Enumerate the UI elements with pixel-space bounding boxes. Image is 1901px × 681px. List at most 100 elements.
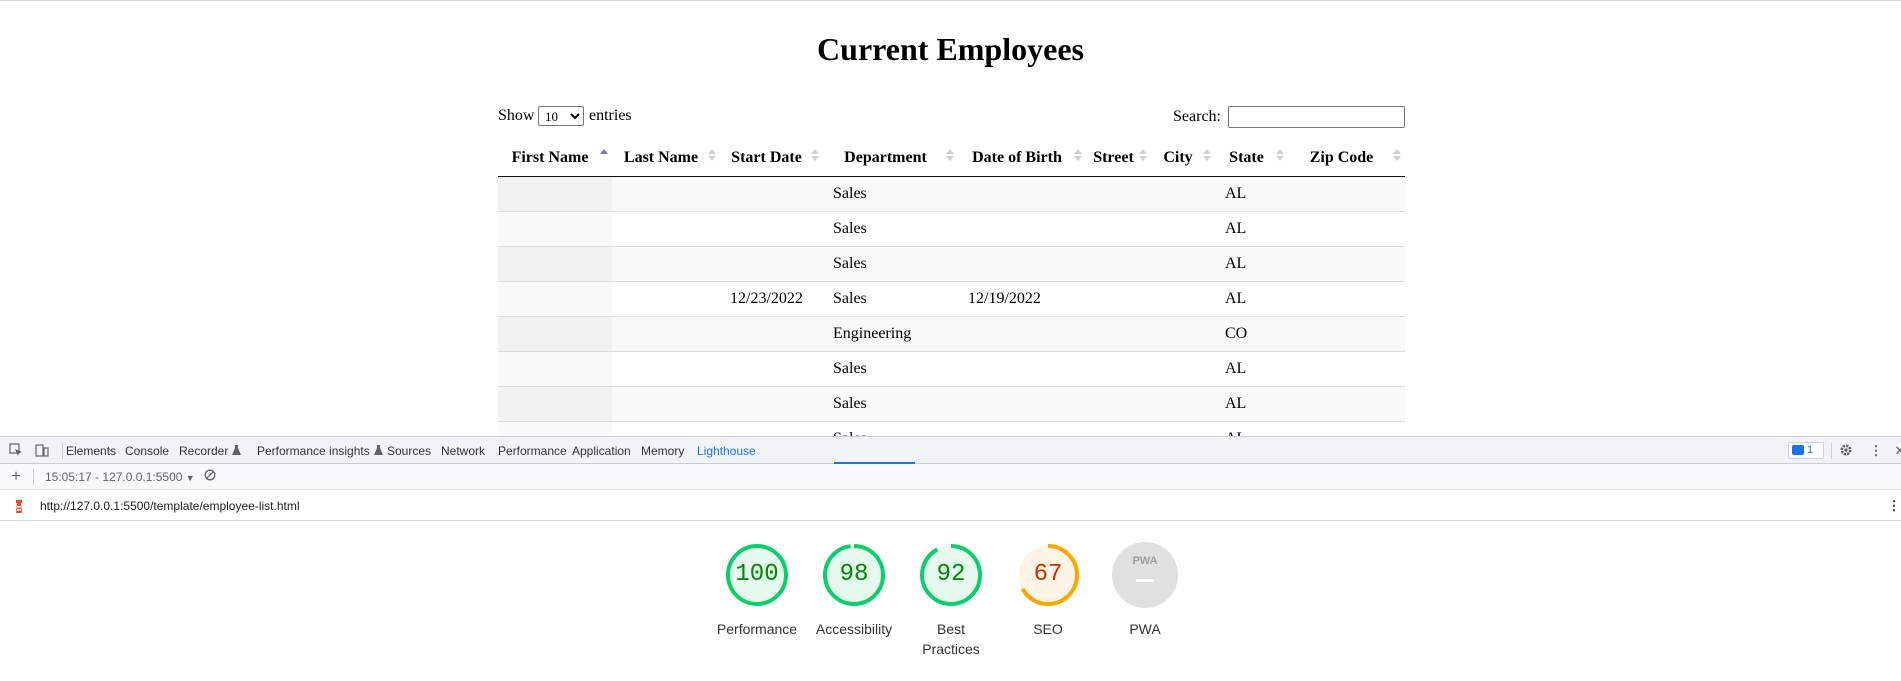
table-cell [1288, 420, 1405, 436]
table-row: Sales AL [498, 245, 1405, 281]
score-gauge-pwa[interactable]: PWA [1112, 542, 1178, 608]
experiment-flask-icon [232, 444, 242, 458]
toolbar-divider [1831, 443, 1832, 459]
table-cell: Sales [823, 210, 958, 246]
table-cell: Sales [823, 175, 958, 211]
search-input[interactable] [1228, 106, 1405, 128]
clear-icon[interactable] [202, 469, 218, 485]
score-gauge-seo[interactable]: 67 [1015, 542, 1081, 608]
column-header-start-date[interactable]: Start Date [720, 140, 823, 177]
tab-label: Recorder [179, 444, 229, 458]
column-header-last-name[interactable]: Last Name [612, 140, 720, 177]
tab-performance-insights[interactable]: Performance insights [257, 444, 383, 458]
lighthouse-icon [12, 498, 26, 514]
gauge-background [1112, 542, 1178, 608]
close-icon[interactable]: ✕ [1894, 443, 1901, 458]
entries-label: entries [589, 107, 632, 124]
table-cell [720, 315, 823, 351]
gauge-score: PWA [1132, 555, 1158, 567]
table-cell [1288, 175, 1405, 211]
new-report-icon[interactable]: + [11, 468, 21, 485]
entries-per-page-select[interactable]: 10 [538, 106, 584, 126]
search-label: Search: [1173, 108, 1221, 125]
tab-label: Application [572, 444, 631, 458]
gauge-ring [1112, 542, 1178, 608]
tab-performance[interactable]: Performance [498, 444, 567, 458]
column-header-city[interactable]: City [1151, 140, 1215, 177]
table-cell [498, 245, 612, 281]
table-cell [498, 280, 612, 316]
more-options-icon[interactable]: ⋮ [1869, 443, 1883, 458]
tab-elements[interactable]: Elements [66, 444, 116, 458]
show-label: Show [498, 107, 535, 124]
table-cell: AL [1215, 175, 1288, 211]
table-cell: AL [1215, 350, 1288, 386]
tab-label: Sources [387, 444, 432, 458]
tab-console[interactable]: Console [125, 444, 169, 458]
table-row: Sales AL [498, 350, 1405, 386]
table-cell: CO [1215, 315, 1288, 351]
table-cell [612, 210, 720, 246]
table-cell [1086, 420, 1151, 436]
table-cell [498, 420, 612, 436]
tab-label: Performance [498, 444, 567, 458]
table-cell [958, 315, 1086, 351]
column-header-zip-code[interactable]: Zip Code [1288, 140, 1405, 177]
column-header-state[interactable]: State [1215, 140, 1288, 177]
column-header-label: Street [1093, 148, 1134, 166]
table-row: 12/23/2022 Sales 12/19/2022 AL [498, 280, 1405, 316]
column-header-street[interactable]: Street [1086, 140, 1151, 177]
sort-icon [600, 149, 608, 165]
tab-lighthouse[interactable]: Lighthouse [697, 444, 756, 458]
table-cell [1086, 315, 1151, 351]
tab-memory[interactable]: Memory [641, 444, 684, 458]
experiment-flask-icon [373, 444, 383, 458]
table-cell: 12/19/2022 [958, 280, 1086, 316]
table-cell [1086, 210, 1151, 246]
table-cell [498, 210, 612, 246]
issues-badge[interactable]: 1 [1788, 442, 1824, 459]
gauge-ring [726, 544, 788, 606]
table-cell [1288, 350, 1405, 386]
page-viewport: Current Employees Show 10 entries Search… [0, 0, 1901, 436]
table-cell: 12/23/2022 [720, 280, 823, 316]
gauge-arc [726, 544, 788, 606]
report-selector[interactable]: 15:05:17 - 127.0.0.1:5500 ▼ [45, 470, 195, 484]
score-gauge-accessibility[interactable]: 98 [821, 542, 887, 608]
gauge-score: 100 [735, 561, 779, 588]
column-header-department[interactable]: Department [823, 140, 958, 177]
gauge-background [728, 546, 786, 604]
table-controls: Show 10 entries Search: [498, 105, 1405, 129]
device-toolbar-icon[interactable] [34, 443, 50, 459]
tab-network[interactable]: Network [441, 444, 485, 458]
gauge-ring [823, 544, 885, 606]
inspect-element-icon[interactable] [8, 443, 24, 459]
sort-icon [1203, 149, 1211, 165]
column-header-label: Last Name [623, 148, 699, 166]
column-header-first-name[interactable]: First Name [498, 140, 612, 177]
tab-sources[interactable]: Sources [387, 444, 431, 458]
audited-url[interactable]: http://127.0.0.1:5500/template/employee-… [40, 499, 300, 513]
tab-application[interactable]: Application [572, 444, 631, 458]
table-row: Sales AL [498, 385, 1405, 421]
score-gauge-performance[interactable]: 100 [724, 542, 790, 608]
table-cell: Sales [823, 350, 958, 386]
table-cell [720, 385, 823, 421]
sort-icon [946, 149, 954, 165]
table-cell: Sales [823, 420, 958, 436]
table-cell [720, 175, 823, 211]
gauge-score: 67 [1033, 561, 1063, 588]
sort-icon [1276, 149, 1284, 165]
table-cell [612, 350, 720, 386]
gauge-label: Accessibility [815, 621, 893, 637]
gauge-ring [920, 544, 982, 606]
table-cell [612, 315, 720, 351]
gear-icon[interactable] [1838, 443, 1854, 459]
tab-recorder[interactable]: Recorder [179, 444, 242, 458]
table-cell [1288, 385, 1405, 421]
tab-label: Network [441, 444, 486, 458]
table-cell: AL [1215, 245, 1288, 281]
more-options-icon[interactable]: ⋮ [1887, 498, 1901, 513]
column-header-date-of-birth[interactable]: Date of Birth [958, 140, 1086, 177]
score-gauge-best-practices[interactable]: 92 [918, 542, 984, 608]
